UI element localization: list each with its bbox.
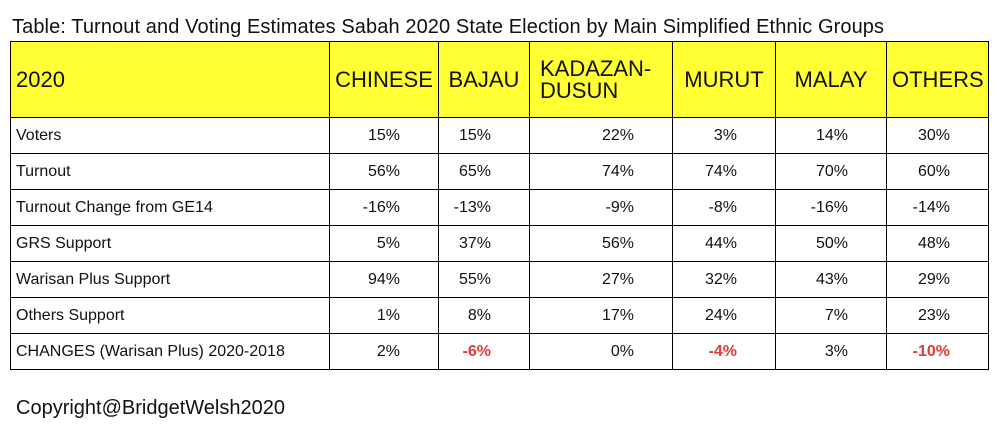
cell-others: 30% [886,117,989,154]
cell-kadazan-dusun: 17% [529,297,673,334]
cell-kadazan-dusun: 74% [529,153,673,190]
column-header-chinese: CHINESE [329,41,439,118]
cell-others: 29% [886,261,989,298]
copyright-notice: Copyright@BridgetWelsh2020 [16,397,285,419]
cell-bajau: 55% [438,261,530,298]
cell-others: -10% [886,333,989,370]
row-label: GRS Support [10,225,330,262]
cell-malay: 7% [775,297,887,334]
cell-others: 60% [886,153,989,190]
table-row: GRS Support 5% 37% 56% 44% 50% 48% [10,225,989,262]
ethnic-groups-table: 2020 CHINESE BAJAU KADAZAN-DUSUN MURUT M… [10,41,989,370]
cell-murut: 44% [672,225,776,262]
cell-malay: 43% [775,261,887,298]
cell-chinese: 56% [329,153,439,190]
cell-murut: 3% [672,117,776,154]
cell-kadazan-dusun: 22% [529,117,673,154]
cell-kadazan-dusun: 0% [529,333,673,370]
table-row: Warisan Plus Support 94% 55% 27% 32% 43% 29% [10,261,989,298]
column-header-year: 2020 [10,41,330,118]
row-label: Others Support [10,297,330,334]
cell-bajau: 65% [438,153,530,190]
column-header-bajau: BAJAU [438,41,530,118]
table-row: Turnout Change from GE14 -16% -13% -9% -8% -1… [10,189,989,226]
cell-malay: -16% [775,189,887,226]
cell-bajau: 8% [438,297,530,334]
cell-kadazan-dusun: -9% [529,189,673,226]
cell-chinese: 2% [329,333,439,370]
table-row: Voters 15% 15% 22% 3% 14% 30% [10,117,989,154]
column-header-kadazan-dusun: KADAZAN-DUSUN [529,41,673,118]
row-label: Turnout Change from GE14 [10,189,330,226]
column-header-malay: MALAY [775,41,887,118]
table-body: Voters 15% 15% 22% 3% 14% 30% Turnout 56% 65% 74% 7… [10,117,989,370]
cell-malay: 70% [775,153,887,190]
row-label: Turnout [10,153,330,190]
cell-others: 23% [886,297,989,334]
cell-murut: -4% [672,333,776,370]
cell-bajau: -6% [438,333,530,370]
cell-malay: 3% [775,333,887,370]
cell-murut: 32% [672,261,776,298]
cell-chinese: 94% [329,261,439,298]
row-label: CHANGES (Warisan Plus) 2020-2018 [10,333,330,370]
row-label: Voters [10,117,330,154]
cell-chinese: 1% [329,297,439,334]
cell-others: 48% [886,225,989,262]
cell-chinese: -16% [329,189,439,226]
cell-malay: 50% [775,225,887,262]
table-row: Others Support 1% 8% 17% 24% 7% 23% [10,297,989,334]
cell-chinese: 5% [329,225,439,262]
table-title: Table: Turnout and Voting Estimates Saba… [12,16,885,38]
column-header-others: OTHERS [886,41,989,118]
cell-bajau: 37% [438,225,530,262]
table-row: Turnout 56% 65% 74% 74% 70% 60% [10,153,989,190]
table-row: CHANGES (Warisan Plus) 2020-2018 2% -6% 0% -… [10,333,989,370]
cell-murut: -8% [672,189,776,226]
cell-kadazan-dusun: 56% [529,225,673,262]
cell-murut: 24% [672,297,776,334]
column-header-murut: MURUT [672,41,776,118]
cell-chinese: 15% [329,117,439,154]
cell-kadazan-dusun: 27% [529,261,673,298]
cell-malay: 14% [775,117,887,154]
cell-bajau: -13% [438,189,530,226]
cell-murut: 74% [672,153,776,190]
cell-others: -14% [886,189,989,226]
row-label: Warisan Plus Support [10,261,330,298]
cell-bajau: 15% [438,117,530,154]
header-row: 2020 CHINESE BAJAU KADAZAN-DUSUN MURUT M… [10,41,989,118]
